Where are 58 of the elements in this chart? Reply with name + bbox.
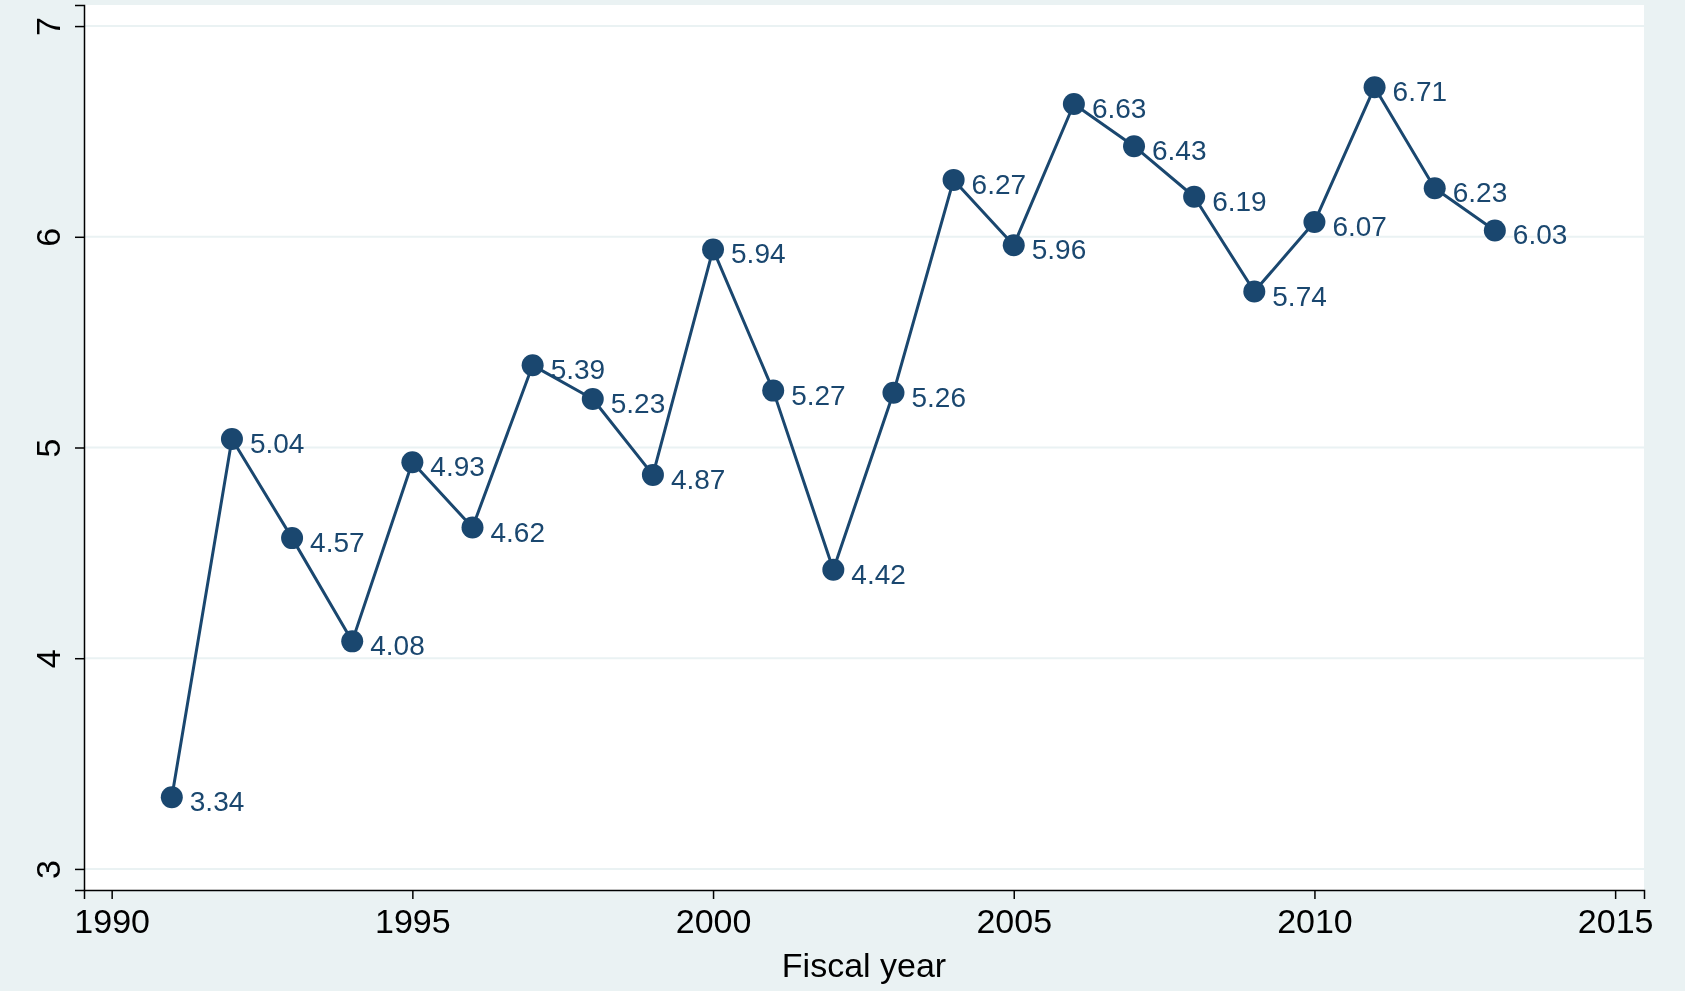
data-label: 5.27 [791,379,846,411]
data-label: 6.07 [1332,211,1387,243]
x-tick-label: 2005 [976,901,1053,940]
data-label: 6.23 [1452,177,1508,209]
point [281,527,304,550]
data-label: 6.03 [1512,219,1568,251]
data-label: 6.19 [1212,185,1267,217]
point [1243,280,1266,303]
data-label: 5.74 [1272,280,1327,312]
point [822,558,845,581]
point [220,428,243,451]
data-label: 6.71 [1392,76,1448,108]
data-label: 6.27 [971,168,1027,200]
data-label: 4.87 [670,463,726,495]
point [1483,219,1506,242]
y-tick-label: 5 [29,438,67,458]
data-label: 5.23 [610,388,666,420]
point [341,630,364,653]
point [1363,76,1386,99]
point [160,786,183,809]
data-label: 5.94 [731,238,786,270]
x-tick-label: 2015 [1577,901,1654,940]
x-tick-label: 1990 [74,901,150,940]
point [581,388,604,411]
point [401,451,424,474]
data-label: 5.26 [911,381,966,413]
x-axis-title: Fiscal year [781,946,947,984]
point [641,463,664,486]
data-label: 4.57 [310,527,365,559]
point [1123,135,1146,158]
x-tick-label: 2000 [675,901,752,940]
data-label: 5.96 [1031,234,1087,266]
y-tick-label: 3 [29,859,67,879]
data-label: 4.42 [851,558,906,590]
point [521,354,544,377]
point [1303,211,1326,234]
data-label: 4.62 [490,516,545,548]
point [1002,234,1025,257]
data-label: 5.39 [550,354,606,386]
data-label: 6.63 [1091,93,1147,125]
point [702,238,725,261]
y-tick-label: 4 [29,649,67,669]
data-label: 3.34 [189,786,245,818]
data-label: 4.93 [430,451,485,483]
data-label: 5.04 [249,428,305,460]
data-label: 4.08 [370,630,425,662]
data-label: 6.43 [1152,135,1207,167]
point [942,168,965,191]
point [1062,93,1085,116]
point [1423,177,1446,200]
point [461,516,484,539]
point [882,381,905,404]
point [762,379,785,402]
y-tick-label: 7 [29,17,67,37]
point [1183,185,1206,208]
x-tick-label: 2010 [1277,901,1353,940]
y-tick-label: 6 [29,227,67,247]
x-tick-label: 1995 [375,901,451,940]
